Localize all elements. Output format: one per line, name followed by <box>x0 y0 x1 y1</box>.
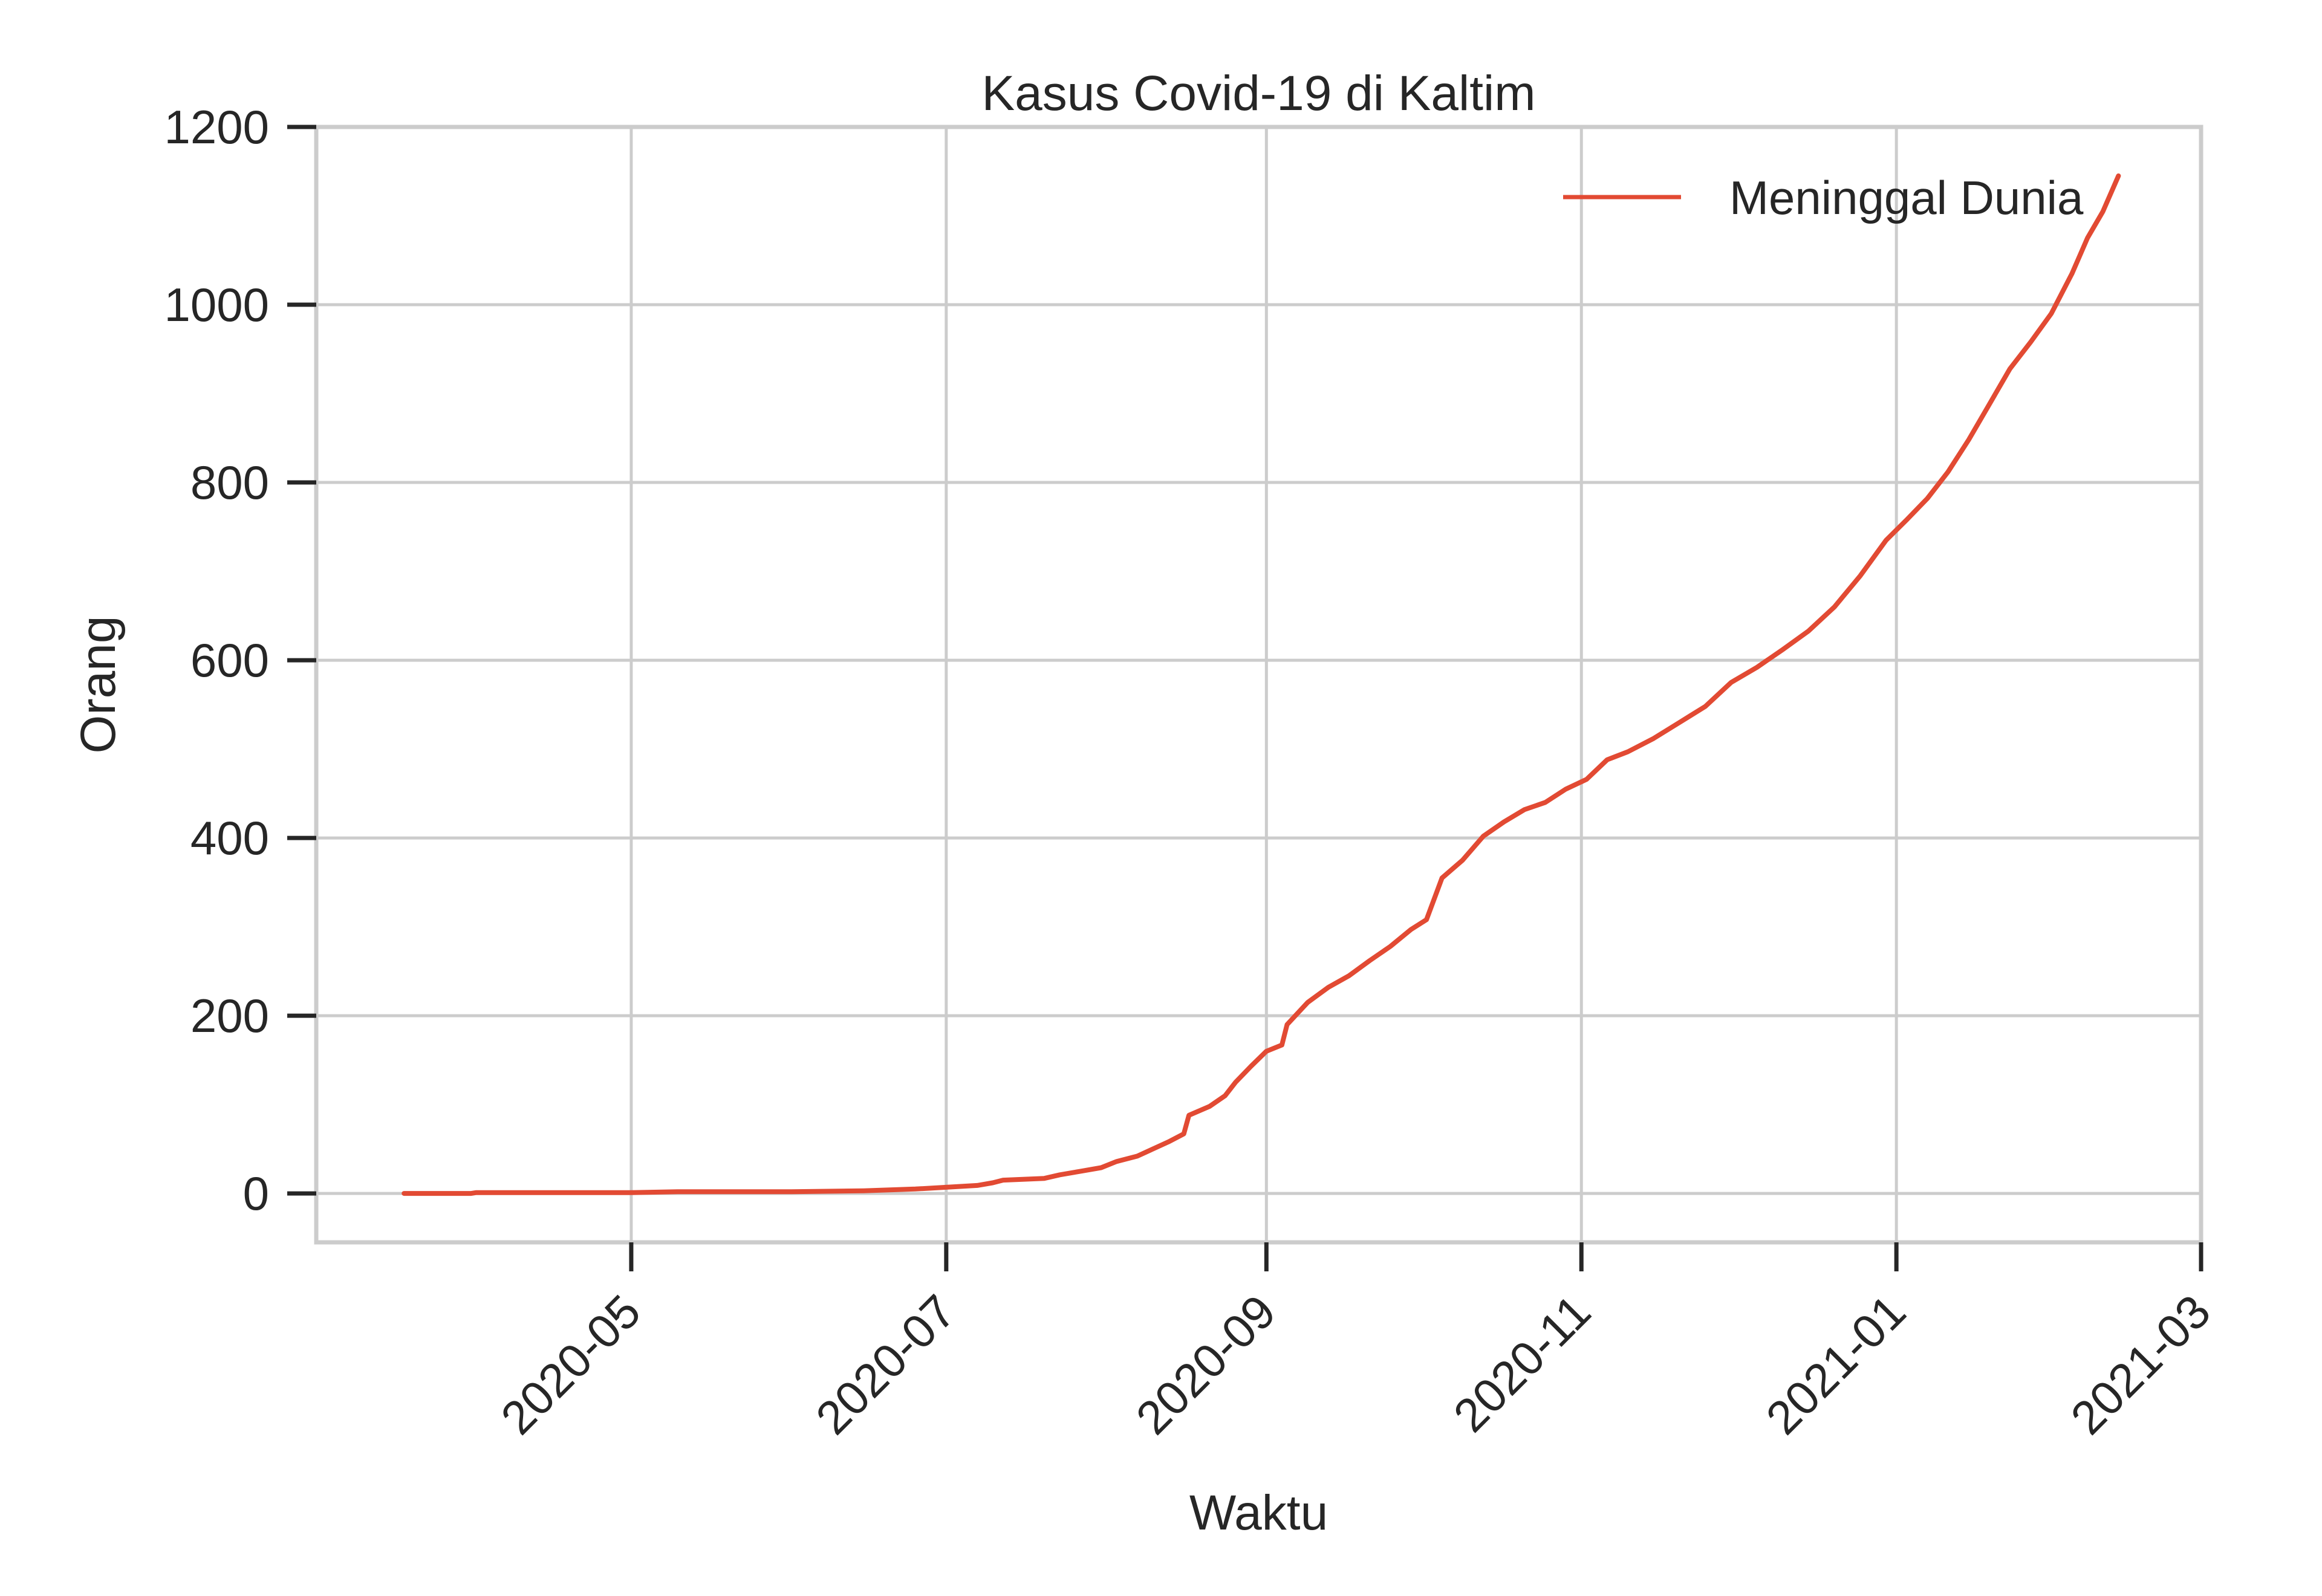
y-tick-label: 0 <box>243 1167 269 1220</box>
plot-frame <box>314 125 2203 1245</box>
series-line-0 <box>402 173 2121 1196</box>
y-tick-label: 1200 <box>164 100 269 154</box>
y-tick-label: 400 <box>190 811 269 864</box>
y-tick-label: 800 <box>190 456 269 509</box>
series-layer <box>402 173 2121 1196</box>
y-tick-label: 1000 <box>164 278 269 331</box>
legend: Meninggal Dunia <box>1563 171 2084 224</box>
y-tick-label: 600 <box>190 634 269 687</box>
x-axis-label: Waktu <box>1189 1485 1328 1540</box>
y-tick-label: 200 <box>190 989 269 1042</box>
y-axis-label: Orang <box>71 616 126 754</box>
y-axis-ticks: 0 200 400 600 800 1000 1200 <box>164 100 316 1220</box>
legend-label: Meninggal Dunia <box>1729 171 2084 224</box>
chart-title: Kasus Covid-19 di Kaltim <box>981 66 1535 121</box>
